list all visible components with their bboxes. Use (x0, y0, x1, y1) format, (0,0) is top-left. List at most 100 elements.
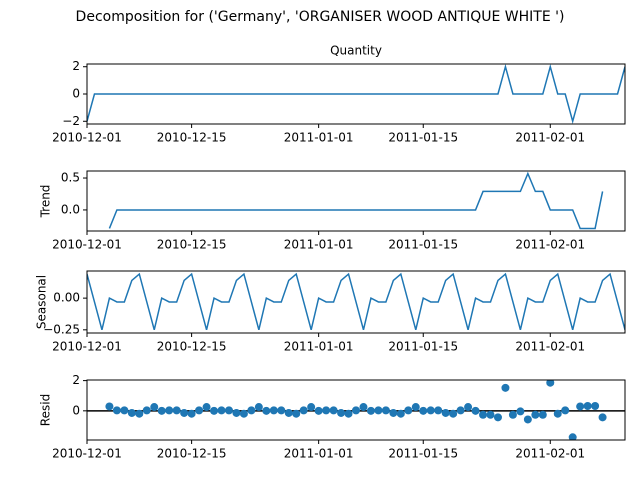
plot-area (87, 380, 625, 440)
point (553, 409, 562, 418)
series-line (87, 64, 625, 124)
point (576, 402, 585, 411)
axes-frame (86, 270, 626, 334)
point (538, 410, 547, 419)
x-tick-label: 2011-01-15 (388, 238, 458, 252)
point (232, 408, 241, 417)
point (239, 409, 248, 418)
point (426, 406, 435, 415)
x-tick-label: 2011-02-01 (515, 238, 585, 252)
point (456, 406, 465, 415)
point (269, 406, 278, 415)
y-tick-label: −0.25 (43, 322, 80, 336)
y-tick-label: 0.5 (61, 171, 80, 185)
point (187, 409, 196, 418)
point (120, 406, 129, 415)
point (247, 406, 256, 415)
x-tick-label: 2011-02-01 (515, 131, 585, 145)
point (486, 410, 495, 419)
y-tick-label: 2 (72, 373, 80, 387)
point (344, 409, 353, 418)
point (135, 409, 144, 418)
point (180, 408, 189, 417)
series-line (108, 171, 604, 230)
point (546, 380, 555, 387)
point (105, 402, 114, 411)
y-tick-label: 0 (72, 87, 80, 101)
point (322, 406, 331, 415)
x-tick-label: 2010-12-15 (157, 238, 227, 252)
panel-title: Quantity (330, 44, 382, 58)
point (479, 410, 488, 419)
point (449, 409, 458, 418)
point (352, 406, 360, 415)
point (411, 403, 420, 412)
y-axis-label: Seasonal (35, 275, 49, 329)
y-tick-label: 2 (72, 59, 80, 73)
point (359, 403, 368, 412)
point (127, 408, 136, 417)
point (217, 406, 226, 415)
point (374, 406, 383, 415)
point (195, 406, 204, 415)
point (284, 408, 293, 417)
point (314, 406, 323, 415)
point (172, 406, 181, 415)
x-tick-label: 2011-01-01 (284, 340, 354, 354)
x-tick-label: 2010-12-15 (157, 131, 227, 145)
plot-area (87, 272, 625, 331)
x-tick-label: 2011-01-15 (388, 447, 458, 461)
x-tick-label: 2010-12-01 (52, 447, 122, 461)
point (150, 403, 159, 412)
series-line (87, 272, 625, 331)
point (112, 406, 121, 415)
point (337, 408, 346, 417)
point (464, 403, 473, 412)
point (523, 415, 532, 424)
point (292, 409, 301, 418)
point (396, 409, 405, 418)
point (254, 403, 263, 412)
x-tick-label: 2011-02-01 (515, 340, 585, 354)
axes-frame (86, 170, 626, 232)
point (142, 406, 151, 415)
x-tick-label: 2010-12-15 (157, 340, 227, 354)
x-tick-label: 2011-01-01 (284, 447, 354, 461)
point (508, 410, 517, 419)
point (262, 406, 271, 415)
x-tick-label: 2011-02-01 (515, 447, 585, 461)
point (471, 406, 480, 415)
point (202, 403, 211, 412)
point (441, 408, 450, 417)
axes-frame (86, 63, 626, 125)
x-tick-label: 2010-12-01 (52, 340, 122, 354)
y-tick-label: −2 (62, 114, 80, 128)
axes-frame (86, 379, 626, 441)
point (516, 407, 525, 416)
figure-title: Decomposition for ('Germany', 'ORGANISER… (76, 9, 565, 25)
y-axis-label: Trend (39, 185, 53, 219)
point (419, 406, 428, 415)
point (224, 406, 233, 415)
x-tick-label: 2011-01-01 (284, 238, 354, 252)
point (531, 410, 540, 419)
point (591, 401, 600, 410)
x-tick-label: 2010-12-15 (157, 447, 227, 461)
point (381, 406, 390, 415)
point (434, 406, 443, 415)
point (389, 408, 398, 417)
point (299, 406, 308, 415)
x-tick-label: 2011-01-15 (388, 131, 458, 145)
x-tick-label: 2011-01-15 (388, 340, 458, 354)
point (165, 406, 174, 415)
point (561, 406, 570, 415)
y-axis-label: Resid (39, 394, 53, 426)
x-tick-label: 2011-01-01 (284, 131, 354, 145)
point (210, 406, 219, 415)
point (568, 433, 577, 440)
point (583, 401, 592, 410)
point (277, 406, 286, 415)
plot-area (87, 64, 625, 124)
point (329, 406, 338, 415)
